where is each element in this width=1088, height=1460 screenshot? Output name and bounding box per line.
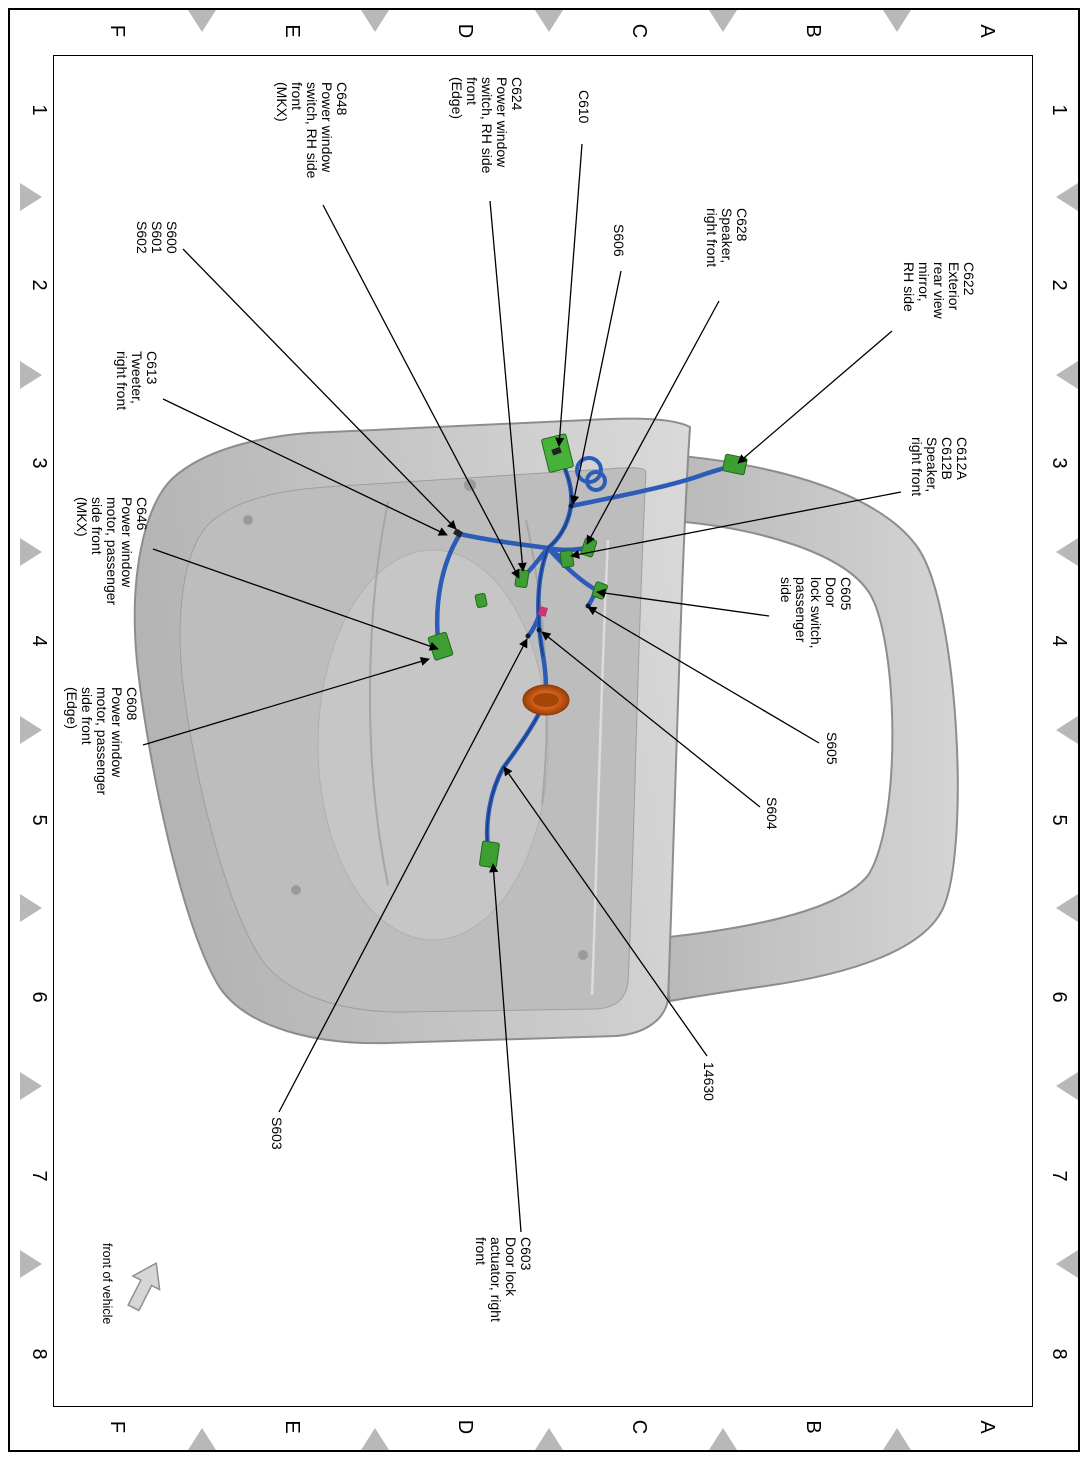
- leader-c628: [586, 300, 720, 545]
- leader-c608: [142, 657, 430, 746]
- connector-small: [474, 592, 488, 609]
- callout-c648: C648 Power window switch, RH side front …: [274, 82, 350, 179]
- callout-c605: C605 Door lock switch, passenger side: [778, 577, 854, 649]
- harness-accent: [486, 702, 545, 849]
- callout-14630: 14630: [701, 1062, 717, 1101]
- leader-c612: [570, 491, 902, 559]
- leader-c622: [737, 330, 893, 464]
- leader-14630: [503, 766, 708, 1057]
- connector-window-switch: [514, 569, 530, 588]
- leader-s603: [278, 638, 528, 1113]
- connector-red: [537, 606, 548, 617]
- leader-c613: [162, 398, 448, 536]
- leader-c603: [489, 863, 522, 1233]
- callout-s605: S605: [824, 732, 840, 765]
- leader-c605: [596, 588, 770, 617]
- callout-c612: C612A C612B Speaker, right front: [909, 437, 970, 497]
- leader-c624: [489, 200, 527, 572]
- harness-accent: [537, 547, 549, 657]
- connector-c603-lock-actuator: [479, 840, 500, 869]
- callout-c613: C613 Tweeter, right front: [114, 351, 160, 411]
- front-of-vehicle-label: front of vehicle: [100, 1243, 114, 1325]
- panel-hole: [578, 950, 588, 960]
- wire-clip: [453, 528, 463, 538]
- leader-c610: [555, 143, 583, 447]
- door-panel-render: [133, 417, 959, 1045]
- panel-hole: [243, 515, 253, 525]
- panel-contour-line: [369, 501, 389, 886]
- harness-branch: [545, 545, 599, 593]
- leader-s606: [570, 270, 622, 505]
- wire-clip: [551, 446, 562, 456]
- callout-c622: C622 Exterior rear view mirror, RH side: [901, 262, 977, 319]
- callout-c624: C624 Power window switch, RH side front …: [449, 77, 525, 174]
- callout-s604: S604: [764, 797, 780, 830]
- callout-leaders: [142, 143, 902, 1233]
- callout-s600-s601-s602: S600 S601 S602: [134, 221, 180, 254]
- leader-s600: [182, 248, 457, 530]
- leader-c648: [322, 204, 520, 579]
- page-border: [8, 8, 1080, 1452]
- harness-details: [453, 446, 591, 716]
- leader-s604: [541, 631, 761, 808]
- harness-branch: [545, 545, 589, 553]
- callout-s606: S606: [611, 224, 627, 257]
- block-arrow: [127, 1261, 161, 1312]
- splice-s604: [536, 627, 542, 633]
- callout-c646: C646 Power window motor, passenger side …: [74, 497, 150, 606]
- callout-c608: C608 Power window motor, passenger side …: [64, 687, 140, 796]
- splice-s606: [568, 503, 574, 509]
- callout-c603: C603 Door lock actuator, right front: [473, 1237, 534, 1322]
- callout-c610: C610: [576, 90, 592, 124]
- panel-hole: [291, 885, 301, 895]
- harness-branch: [434, 531, 463, 643]
- wiring-harness: [434, 449, 741, 851]
- wire-grommet-core: [533, 693, 559, 707]
- splice-s603: [525, 633, 531, 639]
- door-panel-depression: [317, 549, 549, 941]
- door-window-frame: [658, 453, 959, 1003]
- connector-c612-speaker: [559, 550, 575, 568]
- leader-s605: [587, 606, 820, 744]
- callout-c628: C628 Speaker, right front: [704, 208, 750, 268]
- callout-s603: S603: [269, 1117, 285, 1150]
- panel-highlight-line: [590, 539, 610, 996]
- leader-c646: [152, 548, 439, 651]
- harness-service-loop: [585, 470, 607, 492]
- harness-branch: [457, 531, 551, 551]
- front-of-vehicle-arrow-icon: [127, 1261, 161, 1312]
